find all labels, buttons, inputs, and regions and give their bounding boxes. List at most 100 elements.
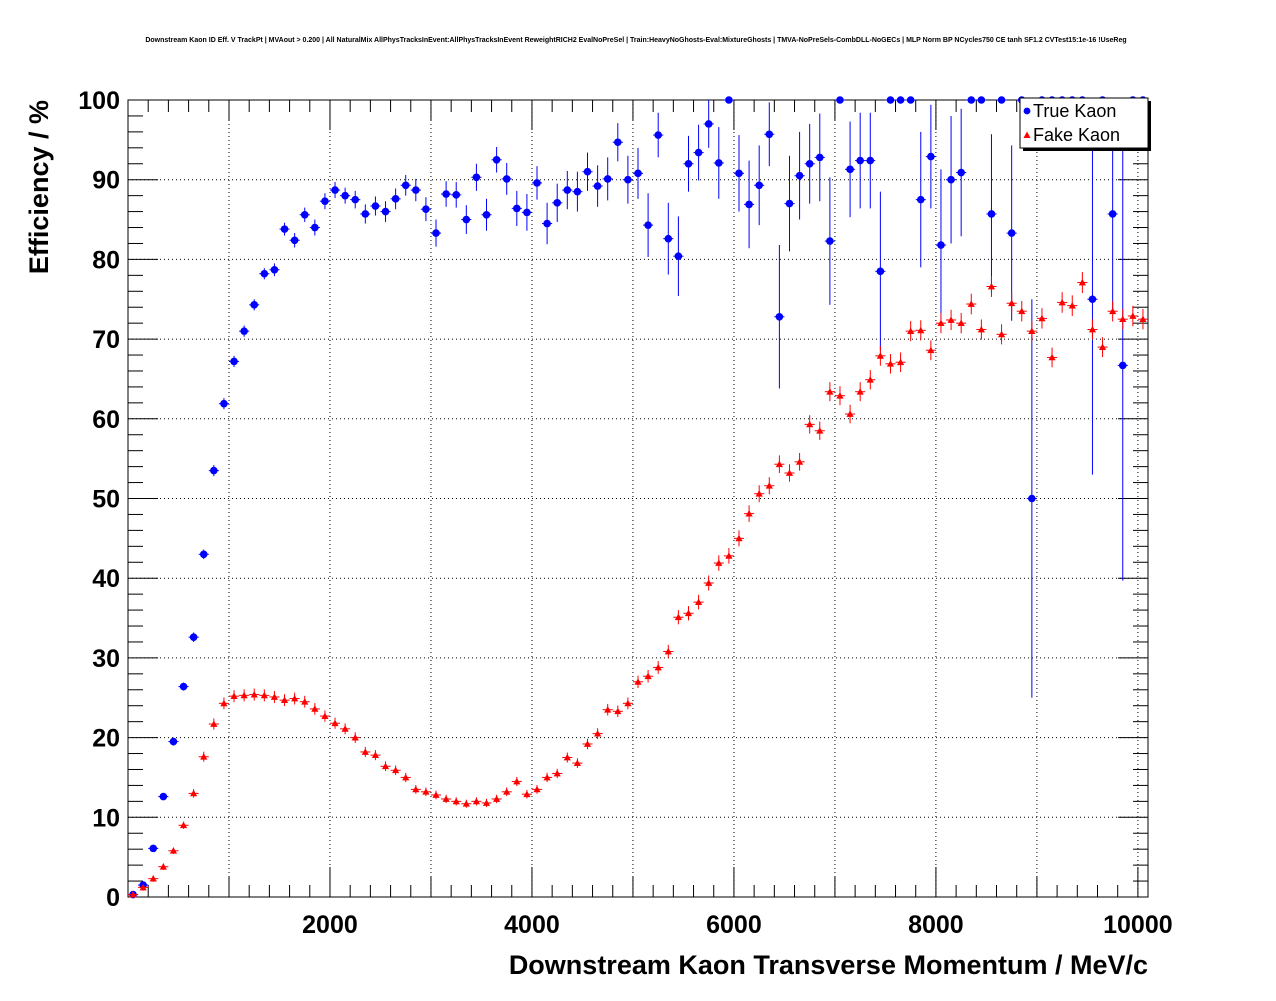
marker-triangle (674, 613, 682, 621)
marker-triangle (795, 458, 804, 465)
data-point (895, 352, 906, 373)
data-point (572, 758, 583, 769)
marker-circle (987, 210, 996, 218)
marker-triangle (1078, 278, 1086, 286)
marker-circle (220, 399, 228, 408)
marker-circle (755, 181, 763, 190)
marker-circle (321, 197, 329, 206)
marker-circle (805, 159, 814, 168)
data-point (834, 386, 846, 406)
data-point (824, 382, 835, 402)
marker-triangle (250, 690, 258, 698)
marker-triangle (523, 790, 531, 798)
marker-circle (169, 737, 178, 746)
marker-triangle (664, 647, 672, 655)
data-point (622, 155, 633, 204)
data-point (471, 163, 482, 191)
data-point (855, 112, 866, 209)
data-point (764, 102, 775, 167)
data-point (552, 183, 563, 222)
marker-triangle (917, 326, 925, 334)
data-point (562, 170, 573, 210)
marker-triangle (624, 699, 632, 707)
data-point (875, 191, 886, 352)
axes: 0 10 20 30 40 50 60 70 80 90 100 2000 4000 6000 8000 10… (78, 87, 1172, 939)
marker-circle (230, 357, 238, 366)
data-point (956, 108, 967, 237)
data-point (249, 688, 260, 701)
x-tick-label: 8000 (908, 911, 964, 939)
data-point (592, 165, 603, 207)
data-point (329, 717, 341, 729)
data-point (1087, 319, 1098, 340)
data-point (602, 703, 613, 716)
data-point (1057, 292, 1068, 313)
marker-circle (351, 195, 360, 204)
data-point (430, 219, 442, 247)
data-point (956, 313, 967, 334)
marker-circle (664, 234, 673, 243)
marker-triangle (412, 785, 420, 793)
marker-triangle (785, 469, 794, 476)
data-point (299, 207, 310, 222)
data-point (824, 177, 835, 305)
data-point (511, 776, 522, 786)
marker-triangle (392, 766, 400, 774)
data-point (713, 127, 724, 199)
data-point (208, 718, 219, 730)
marker-triangle (179, 821, 188, 829)
data-point (612, 705, 623, 718)
data-point (319, 193, 330, 210)
data-point (208, 465, 219, 477)
marker-circle (159, 792, 168, 801)
data-point (350, 190, 361, 209)
marker-circle (290, 236, 299, 245)
data-series (128, 96, 1148, 899)
data-point (673, 610, 684, 625)
data-point (340, 187, 351, 204)
marker-circle (896, 96, 905, 104)
marker-triangle (169, 847, 178, 854)
marker-triangle (907, 327, 915, 335)
marker-triangle (452, 797, 460, 805)
data-point (744, 505, 755, 522)
data-point (259, 689, 270, 702)
marker-circle (603, 175, 612, 183)
marker-triangle (826, 388, 834, 395)
data-point (1026, 321, 1037, 342)
data-point (683, 606, 694, 621)
data-point (764, 477, 775, 495)
marker-circle (624, 175, 632, 184)
marker-circle (250, 301, 259, 309)
marker-circle (846, 165, 854, 174)
grid-lines (128, 99, 1148, 898)
marker-circle (391, 195, 400, 203)
marker-circle (684, 159, 693, 168)
data-point (158, 863, 169, 870)
data-point (542, 202, 553, 245)
x-tick-label: 4000 (504, 911, 560, 939)
marker-triangle (422, 788, 430, 795)
marker-circle (553, 199, 562, 207)
data-point (370, 196, 381, 216)
marker-triangle (1109, 307, 1117, 315)
marker-triangle (705, 579, 713, 586)
marker-triangle (533, 785, 541, 793)
marker-triangle (644, 672, 652, 680)
marker-triangle (230, 692, 238, 700)
data-point (1026, 299, 1037, 698)
x-axis-title: Downstream Kaon Transverse Momentum / Me… (509, 950, 1148, 980)
marker-triangle (1028, 327, 1036, 335)
data-point (855, 382, 866, 402)
data-point (986, 134, 997, 294)
data-point (723, 548, 734, 564)
marker-triangle (482, 799, 491, 806)
data-point (794, 131, 805, 220)
marker-triangle (513, 777, 521, 785)
data-point (410, 178, 421, 202)
data-point (935, 169, 947, 321)
series-true-kaon (128, 96, 1148, 899)
marker-triangle (755, 490, 763, 497)
